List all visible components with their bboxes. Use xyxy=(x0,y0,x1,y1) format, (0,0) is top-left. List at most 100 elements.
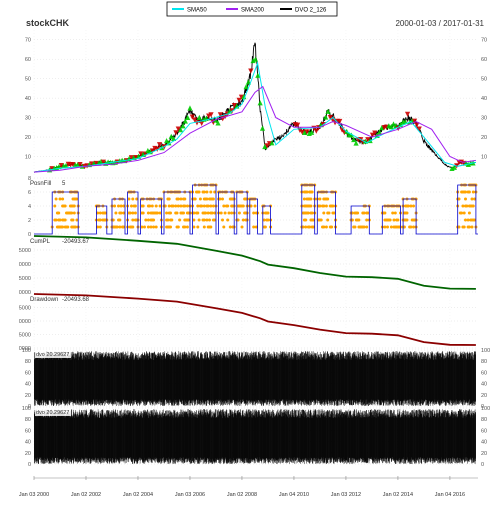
position-marker-439 xyxy=(324,225,328,229)
y-tick-label-dvo2-5: 100 xyxy=(22,406,31,412)
position-marker-416 xyxy=(311,218,315,222)
position-marker-215 xyxy=(185,225,189,229)
date-range-label: 2000-01-03 / 2017-01-31 xyxy=(395,19,484,28)
x-tick-label-7: Jan 02 2014 xyxy=(383,492,413,498)
sell-marker-61 xyxy=(189,114,195,120)
sell-marker-105 xyxy=(313,128,319,134)
y-tick-label-dvo1-5: 100 xyxy=(22,348,31,354)
y-tick-label-dvo2-1: 20 xyxy=(25,451,31,457)
position-marker-66 xyxy=(98,218,102,222)
position-marker-52 xyxy=(75,218,79,222)
position-marker-455 xyxy=(332,211,336,215)
buy-marker-103 xyxy=(309,129,315,135)
position-marker-277 xyxy=(210,211,214,215)
y-tick-label-position-1: 2 xyxy=(28,218,31,224)
y-tick-label-drawdown-2: 5000 xyxy=(19,333,31,339)
buy-marker-91 xyxy=(259,125,266,131)
position-marker-435 xyxy=(322,204,326,208)
position-marker-2 xyxy=(53,204,57,208)
position-marker-295 xyxy=(221,218,224,222)
position-marker-17 xyxy=(61,225,65,229)
sell-marker-82 xyxy=(238,94,245,100)
position-marker-361 xyxy=(262,218,266,222)
position-marker-183 xyxy=(170,218,174,222)
position-marker-150 xyxy=(152,218,156,222)
position-marker-87 xyxy=(115,225,119,229)
dvo2-panel-label: dvo 20.29627 xyxy=(36,410,69,416)
x-tick-label-8: Jan 04 2016 xyxy=(435,492,465,498)
position-marker-367 xyxy=(266,218,270,222)
position-marker-90 xyxy=(118,225,122,229)
position-marker-284 xyxy=(213,218,217,222)
position-marker-445 xyxy=(326,197,330,201)
sell-marker-129 xyxy=(369,132,376,138)
position-marker-426 xyxy=(318,204,322,208)
position-marker-99 xyxy=(122,211,126,215)
position-marker-25 xyxy=(63,218,67,222)
buy-marker-132 xyxy=(376,129,383,135)
sell-marker-86 xyxy=(248,68,254,74)
position-marker-381 xyxy=(302,197,306,201)
buy-marker-121 xyxy=(351,136,357,143)
position-marker-583 xyxy=(470,225,474,229)
position-marker-353 xyxy=(253,204,257,208)
position-marker-576 xyxy=(467,211,471,215)
buy-marker-60 xyxy=(187,105,193,111)
position-marker-462 xyxy=(350,218,354,222)
position-marker-148 xyxy=(150,204,154,208)
y-tick-label-right-dvo2-3: 60 xyxy=(481,428,487,434)
sell-marker-54 xyxy=(173,130,179,136)
position-panel-value: 5 xyxy=(62,181,66,187)
position-marker-286 xyxy=(213,190,217,194)
position-marker-241 xyxy=(197,190,201,194)
x-tick-label-0: Jan 03 2000 xyxy=(19,492,49,498)
position-marker-251 xyxy=(202,218,206,222)
position-panel-label: PosnFill xyxy=(30,181,51,187)
buy-marker-87 xyxy=(250,57,256,64)
position-marker-524 xyxy=(402,225,406,229)
position-marker-393 xyxy=(305,190,309,194)
position-marker-209 xyxy=(183,225,187,229)
position-marker-172 xyxy=(166,218,170,222)
position-marker-170 xyxy=(165,211,169,215)
position-marker-307 xyxy=(228,225,232,229)
sell-marker-65 xyxy=(199,120,205,127)
position-marker-569 xyxy=(464,190,467,194)
position-marker-138 xyxy=(146,211,150,215)
position-marker-446 xyxy=(327,211,331,215)
position-marker-271 xyxy=(209,225,213,229)
x-tick-label-1: Jan 02 2002 xyxy=(71,492,101,498)
position-marker-181 xyxy=(169,211,172,215)
position-marker-396 xyxy=(306,211,310,215)
position-marker-61 xyxy=(96,211,100,215)
buy-marker-50 xyxy=(163,138,170,144)
position-marker-123 xyxy=(135,197,139,201)
y-tick-label-price-5: 60 xyxy=(25,57,31,63)
sell-marker-62 xyxy=(192,117,198,123)
position-marker-4 xyxy=(54,218,58,222)
y-tick-label-dvo1-1: 20 xyxy=(25,393,31,399)
y-tick-label-dvo2-0: 0 xyxy=(28,462,31,468)
position-marker-481 xyxy=(365,225,369,229)
position-marker-159 xyxy=(158,211,162,215)
buy-marker-133 xyxy=(379,124,385,131)
position-marker-212 xyxy=(183,197,187,201)
position-marker-292 xyxy=(218,197,222,201)
y-tick-label-right-price-3: 40 xyxy=(481,96,487,102)
position-marker-149 xyxy=(152,225,156,229)
position-marker-197 xyxy=(176,197,180,201)
y-tick-label-price-4: 50 xyxy=(25,77,31,83)
sell-marker-23 xyxy=(100,159,107,165)
position-marker-41 xyxy=(71,218,75,222)
position-marker-285 xyxy=(213,211,217,215)
position-marker-45 xyxy=(72,211,76,215)
position-marker-120 xyxy=(133,211,137,215)
position-marker-566 xyxy=(464,218,467,222)
position-marker-20 xyxy=(61,197,65,201)
sell-marker-46 xyxy=(154,146,160,152)
y-tick-label-right-price-4: 50 xyxy=(481,77,487,83)
position-marker-5 xyxy=(54,197,58,201)
y-tick-label-drawdown-0: 5000 xyxy=(19,306,31,312)
y-tick-label-price-6: 70 xyxy=(25,38,31,44)
